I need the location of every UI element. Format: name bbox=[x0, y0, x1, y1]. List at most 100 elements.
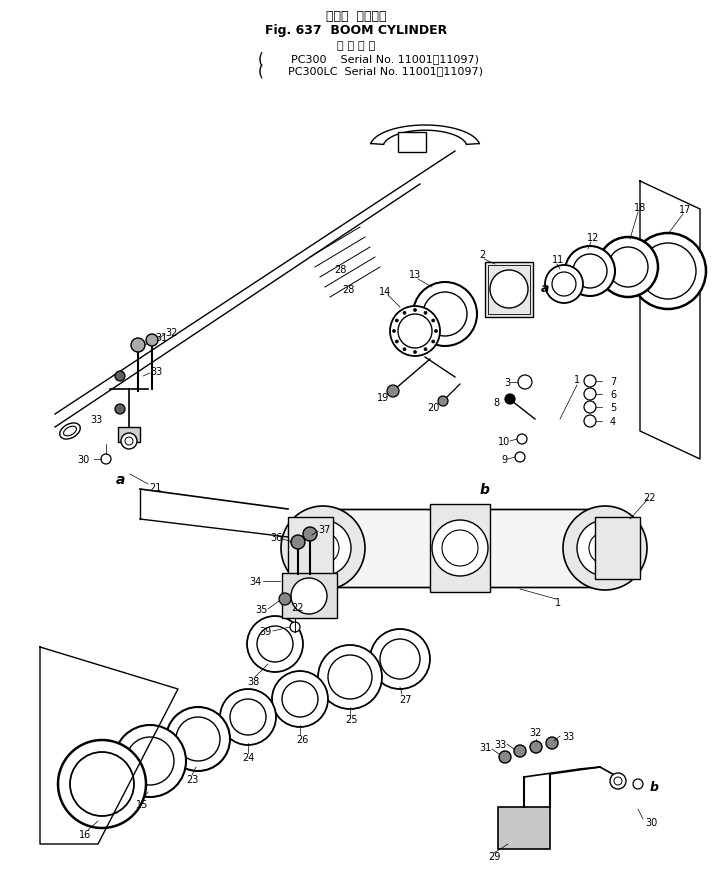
Circle shape bbox=[370, 629, 430, 689]
Text: 2: 2 bbox=[479, 250, 485, 260]
Circle shape bbox=[577, 520, 633, 577]
Bar bbox=[430, 504, 490, 593]
Circle shape bbox=[423, 292, 467, 337]
Polygon shape bbox=[640, 182, 700, 460]
Circle shape bbox=[328, 656, 372, 699]
Text: 31: 31 bbox=[155, 332, 167, 343]
Text: 24: 24 bbox=[242, 752, 254, 762]
Text: a: a bbox=[541, 281, 549, 294]
Circle shape bbox=[515, 453, 525, 462]
Circle shape bbox=[584, 376, 596, 387]
Text: a: a bbox=[115, 472, 125, 486]
Text: 33: 33 bbox=[90, 415, 103, 424]
Text: ブーム  シリンダ: ブーム シリンダ bbox=[326, 10, 386, 22]
Circle shape bbox=[490, 271, 528, 308]
Text: Fig. 637  BOOM CYLINDER: Fig. 637 BOOM CYLINDER bbox=[265, 23, 447, 36]
Circle shape bbox=[392, 330, 395, 333]
Text: 17: 17 bbox=[679, 205, 691, 214]
Text: 34: 34 bbox=[250, 577, 262, 587]
Text: 27: 27 bbox=[399, 695, 412, 704]
Circle shape bbox=[608, 248, 648, 288]
Circle shape bbox=[432, 520, 488, 577]
Circle shape bbox=[610, 773, 626, 789]
Text: 25: 25 bbox=[346, 714, 358, 724]
Circle shape bbox=[387, 385, 399, 398]
Circle shape bbox=[282, 681, 318, 717]
Text: 18: 18 bbox=[634, 203, 646, 213]
Circle shape bbox=[530, 742, 542, 753]
Text: (: ( bbox=[258, 64, 264, 79]
Circle shape bbox=[176, 717, 220, 761]
Circle shape bbox=[125, 438, 133, 446]
Bar bbox=[118, 428, 140, 442]
Circle shape bbox=[295, 520, 351, 577]
Circle shape bbox=[403, 312, 406, 315]
Circle shape bbox=[413, 283, 477, 346]
Circle shape bbox=[101, 455, 111, 464]
Text: 適 用 号 機: 適 用 号 機 bbox=[337, 41, 375, 51]
Circle shape bbox=[431, 320, 435, 323]
Circle shape bbox=[290, 622, 300, 633]
Circle shape bbox=[70, 752, 134, 816]
Text: 11: 11 bbox=[552, 254, 564, 265]
Text: PC300LC  Serial No. 11001〜11097): PC300LC Serial No. 11001〜11097) bbox=[288, 66, 483, 76]
Text: 22: 22 bbox=[292, 602, 304, 612]
Bar bbox=[485, 263, 533, 318]
Circle shape bbox=[424, 348, 427, 351]
Circle shape bbox=[395, 340, 398, 344]
Text: 1: 1 bbox=[574, 375, 580, 385]
Circle shape bbox=[303, 527, 317, 541]
Text: 8: 8 bbox=[494, 398, 500, 408]
Circle shape bbox=[272, 672, 328, 727]
Text: b: b bbox=[650, 781, 659, 794]
Circle shape bbox=[633, 779, 643, 789]
Bar bbox=[333, 509, 595, 587]
Circle shape bbox=[166, 707, 230, 771]
Polygon shape bbox=[40, 648, 178, 844]
Circle shape bbox=[565, 246, 615, 297]
Circle shape bbox=[584, 401, 596, 414]
Text: 23: 23 bbox=[186, 774, 198, 784]
Circle shape bbox=[307, 532, 339, 564]
Text: 30: 30 bbox=[645, 817, 657, 827]
Text: 26: 26 bbox=[295, 734, 308, 744]
Circle shape bbox=[291, 535, 305, 549]
Circle shape bbox=[518, 376, 532, 390]
Circle shape bbox=[584, 416, 596, 428]
Text: 38: 38 bbox=[247, 676, 259, 687]
Text: 21: 21 bbox=[149, 483, 161, 493]
Circle shape bbox=[598, 237, 658, 298]
Bar bbox=[398, 133, 426, 152]
Text: 9: 9 bbox=[502, 455, 508, 464]
Text: 20: 20 bbox=[426, 402, 439, 413]
Circle shape bbox=[563, 507, 647, 590]
Ellipse shape bbox=[60, 424, 80, 439]
Circle shape bbox=[126, 737, 174, 785]
Text: 16: 16 bbox=[79, 829, 91, 839]
Text: 31: 31 bbox=[480, 742, 492, 752]
Text: 33: 33 bbox=[150, 367, 162, 377]
Text: 32: 32 bbox=[165, 328, 177, 338]
Bar bbox=[595, 517, 640, 579]
Circle shape bbox=[318, 645, 382, 709]
Text: 28: 28 bbox=[334, 265, 346, 275]
Circle shape bbox=[131, 338, 145, 353]
Circle shape bbox=[115, 405, 125, 415]
Text: 28: 28 bbox=[342, 284, 354, 295]
Text: b: b bbox=[480, 483, 490, 496]
Circle shape bbox=[431, 340, 435, 344]
Circle shape bbox=[395, 320, 398, 323]
Text: 12: 12 bbox=[587, 233, 600, 243]
Circle shape bbox=[115, 371, 125, 382]
Bar bbox=[288, 517, 333, 579]
Circle shape bbox=[614, 777, 622, 785]
Text: 3: 3 bbox=[504, 377, 510, 387]
Circle shape bbox=[380, 640, 420, 680]
Circle shape bbox=[552, 273, 576, 297]
Circle shape bbox=[281, 507, 365, 590]
Text: 36: 36 bbox=[271, 532, 283, 542]
Circle shape bbox=[630, 234, 706, 309]
Circle shape bbox=[414, 351, 417, 354]
Circle shape bbox=[257, 626, 293, 662]
Circle shape bbox=[279, 594, 291, 605]
